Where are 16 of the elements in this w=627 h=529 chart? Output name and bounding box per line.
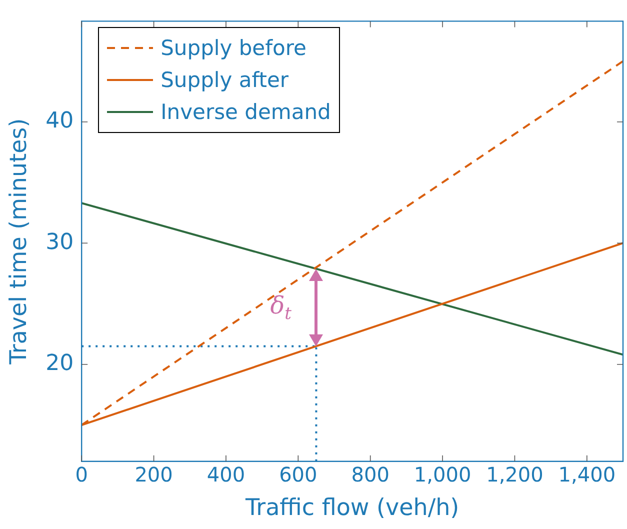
x-tick-label: 0 (75, 462, 88, 487)
x-tick-label: 800 (351, 462, 390, 487)
x-tick-label: 600 (279, 462, 318, 487)
legend-label: Inverse demand (160, 100, 331, 124)
legend-label: Supply after (160, 68, 289, 92)
y-tick-label: 30 (46, 230, 74, 255)
x-tick-label: 1,000 (414, 462, 472, 487)
x-tick-label: 1,400 (558, 462, 616, 487)
y-tick-label: 40 (46, 108, 74, 134)
x-tick-label: 400 (206, 462, 246, 487)
x-tick-label: 1,200 (486, 462, 544, 487)
x-axis-title: Traffic flow (veh/h) (244, 495, 460, 522)
x-tick-label: 200 (134, 462, 173, 487)
y-axis-title: Travel time (minutes) (6, 118, 32, 366)
y-tick-label: 20 (46, 351, 74, 376)
legend-label: Supply before (160, 36, 306, 60)
